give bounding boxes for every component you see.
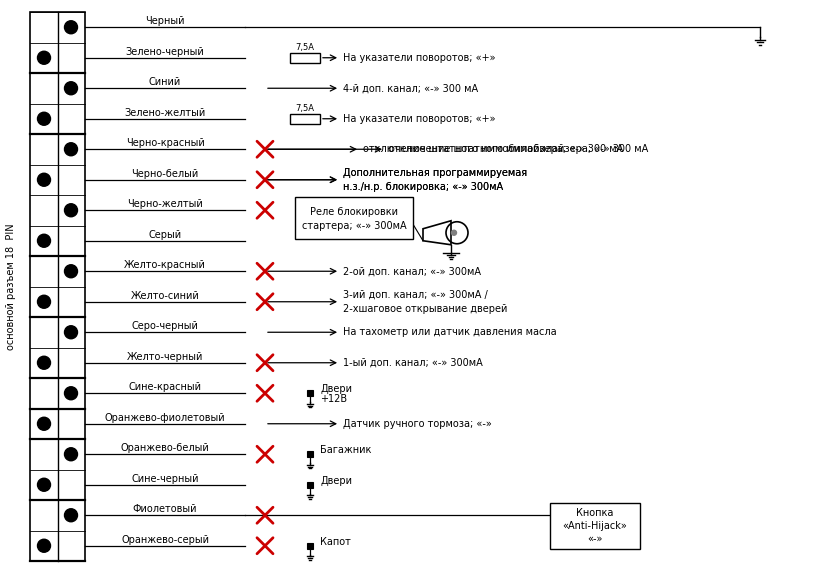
Text: Зелено-желтый: Зелено-желтый (124, 108, 206, 118)
Text: Желто-красный: Желто-красный (124, 260, 206, 270)
Text: «Anti-Hijack»: «Anti-Hijack» (562, 521, 627, 531)
Text: Дополнительная программируемая: Дополнительная программируемая (343, 168, 527, 178)
Text: Кнопка: Кнопка (576, 508, 614, 518)
Circle shape (38, 539, 50, 552)
Circle shape (64, 265, 77, 278)
Text: Оранжево-серый: Оранжево-серый (121, 535, 209, 545)
Bar (290, 53, 320, 63)
Text: На указатели поворотов; «+»: На указатели поворотов; «+» (343, 53, 496, 63)
Text: отключение штатного иммобилайзера; «-» 300 мА: отключение штатного иммобилайзера; «-» 3… (363, 144, 623, 154)
Text: Синий: Синий (149, 77, 181, 88)
Text: Датчик ручного тормоза; «-»: Датчик ручного тормоза; «-» (343, 419, 492, 429)
Text: 3-ий доп. канал; «-» 300мА /: 3-ий доп. канал; «-» 300мА / (343, 290, 487, 300)
Text: Багажник: Багажник (320, 445, 372, 455)
Bar (295, 197, 413, 239)
Text: Сине-черный: Сине-черный (132, 474, 199, 484)
Text: Желто-черный: Желто-черный (127, 352, 203, 362)
Circle shape (38, 356, 50, 370)
Circle shape (38, 478, 50, 491)
Text: +12В: +12В (320, 394, 347, 404)
Text: 7,5А: 7,5А (295, 104, 315, 113)
Bar (30, 12, 85, 561)
Circle shape (38, 173, 50, 186)
Circle shape (64, 204, 77, 217)
Text: Двери: Двери (320, 476, 352, 486)
Text: Дополнительная программируемая: Дополнительная программируемая (343, 168, 527, 178)
Text: 1-ый доп. канал; «-» 300мА: 1-ый доп. канал; «-» 300мА (343, 358, 483, 368)
Text: 2-хшаговое открывание дверей: 2-хшаговое открывание дверей (343, 304, 507, 314)
Circle shape (64, 387, 77, 400)
Text: Черно-белый: Черно-белый (132, 169, 199, 178)
Text: отключение штатного иммобилайзера; «-» 300 мА: отключение штатного иммобилайзера; «-» 3… (388, 144, 649, 154)
Text: На тахометр или датчик давления масла: На тахометр или датчик давления масла (343, 327, 556, 337)
Text: Оранжево-белый: Оранжево-белый (121, 443, 210, 453)
Circle shape (64, 325, 77, 339)
Circle shape (64, 143, 77, 156)
Text: «-»: «-» (587, 534, 603, 544)
Circle shape (38, 51, 50, 64)
Circle shape (64, 448, 77, 461)
Bar (307, 390, 313, 396)
Text: Черно-желтый: Черно-желтый (127, 199, 203, 209)
Text: 4-й доп. канал; «-» 300 мА: 4-й доп. канал; «-» 300 мА (343, 84, 478, 93)
Text: основной разъем 18  PIN: основной разъем 18 PIN (6, 223, 16, 350)
Text: Двери: Двери (320, 384, 352, 394)
Text: На указатели поворотов; «+»: На указатели поворотов; «+» (343, 114, 496, 124)
Circle shape (64, 82, 77, 95)
Circle shape (64, 21, 77, 34)
Circle shape (38, 417, 50, 430)
Text: Сине-красный: Сине-красный (128, 382, 201, 392)
Circle shape (38, 112, 50, 125)
Text: 2-ой доп. канал; «-» 300мА: 2-ой доп. канал; «-» 300мА (343, 266, 481, 276)
Bar (307, 543, 313, 549)
Bar (307, 482, 313, 488)
Text: Реле блокировки: Реле блокировки (310, 207, 398, 217)
Circle shape (38, 295, 50, 308)
Text: Капот: Капот (320, 537, 351, 547)
Text: Зелено-черный: Зелено-черный (126, 47, 205, 57)
Bar (290, 114, 320, 124)
Text: н.з./н.р. блокировка; «-» 300мА: н.з./н.р. блокировка; «-» 300мА (343, 182, 503, 192)
Text: Фиолетовый: Фиолетовый (132, 505, 197, 514)
Text: 7,5А: 7,5А (295, 43, 315, 51)
Text: Черно-красный: Черно-красный (126, 138, 205, 148)
Text: стартера; «-» 300мА: стартера; «-» 300мА (302, 221, 406, 231)
Text: Серый: Серый (149, 230, 182, 240)
Bar (307, 451, 313, 457)
Text: Серо-черный: Серо-черный (132, 321, 198, 331)
Text: Желто-синий: Желто-синий (131, 291, 200, 301)
Text: Черный: Черный (145, 16, 185, 26)
Text: Оранжево-фиолетовый: Оранжево-фиолетовый (104, 413, 225, 423)
Text: н.з./н.р. блокировка; «-» 300мА: н.з./н.р. блокировка; «-» 300мА (343, 182, 503, 192)
Circle shape (38, 235, 50, 247)
Circle shape (64, 509, 77, 522)
Bar (550, 503, 640, 549)
Circle shape (451, 231, 456, 235)
